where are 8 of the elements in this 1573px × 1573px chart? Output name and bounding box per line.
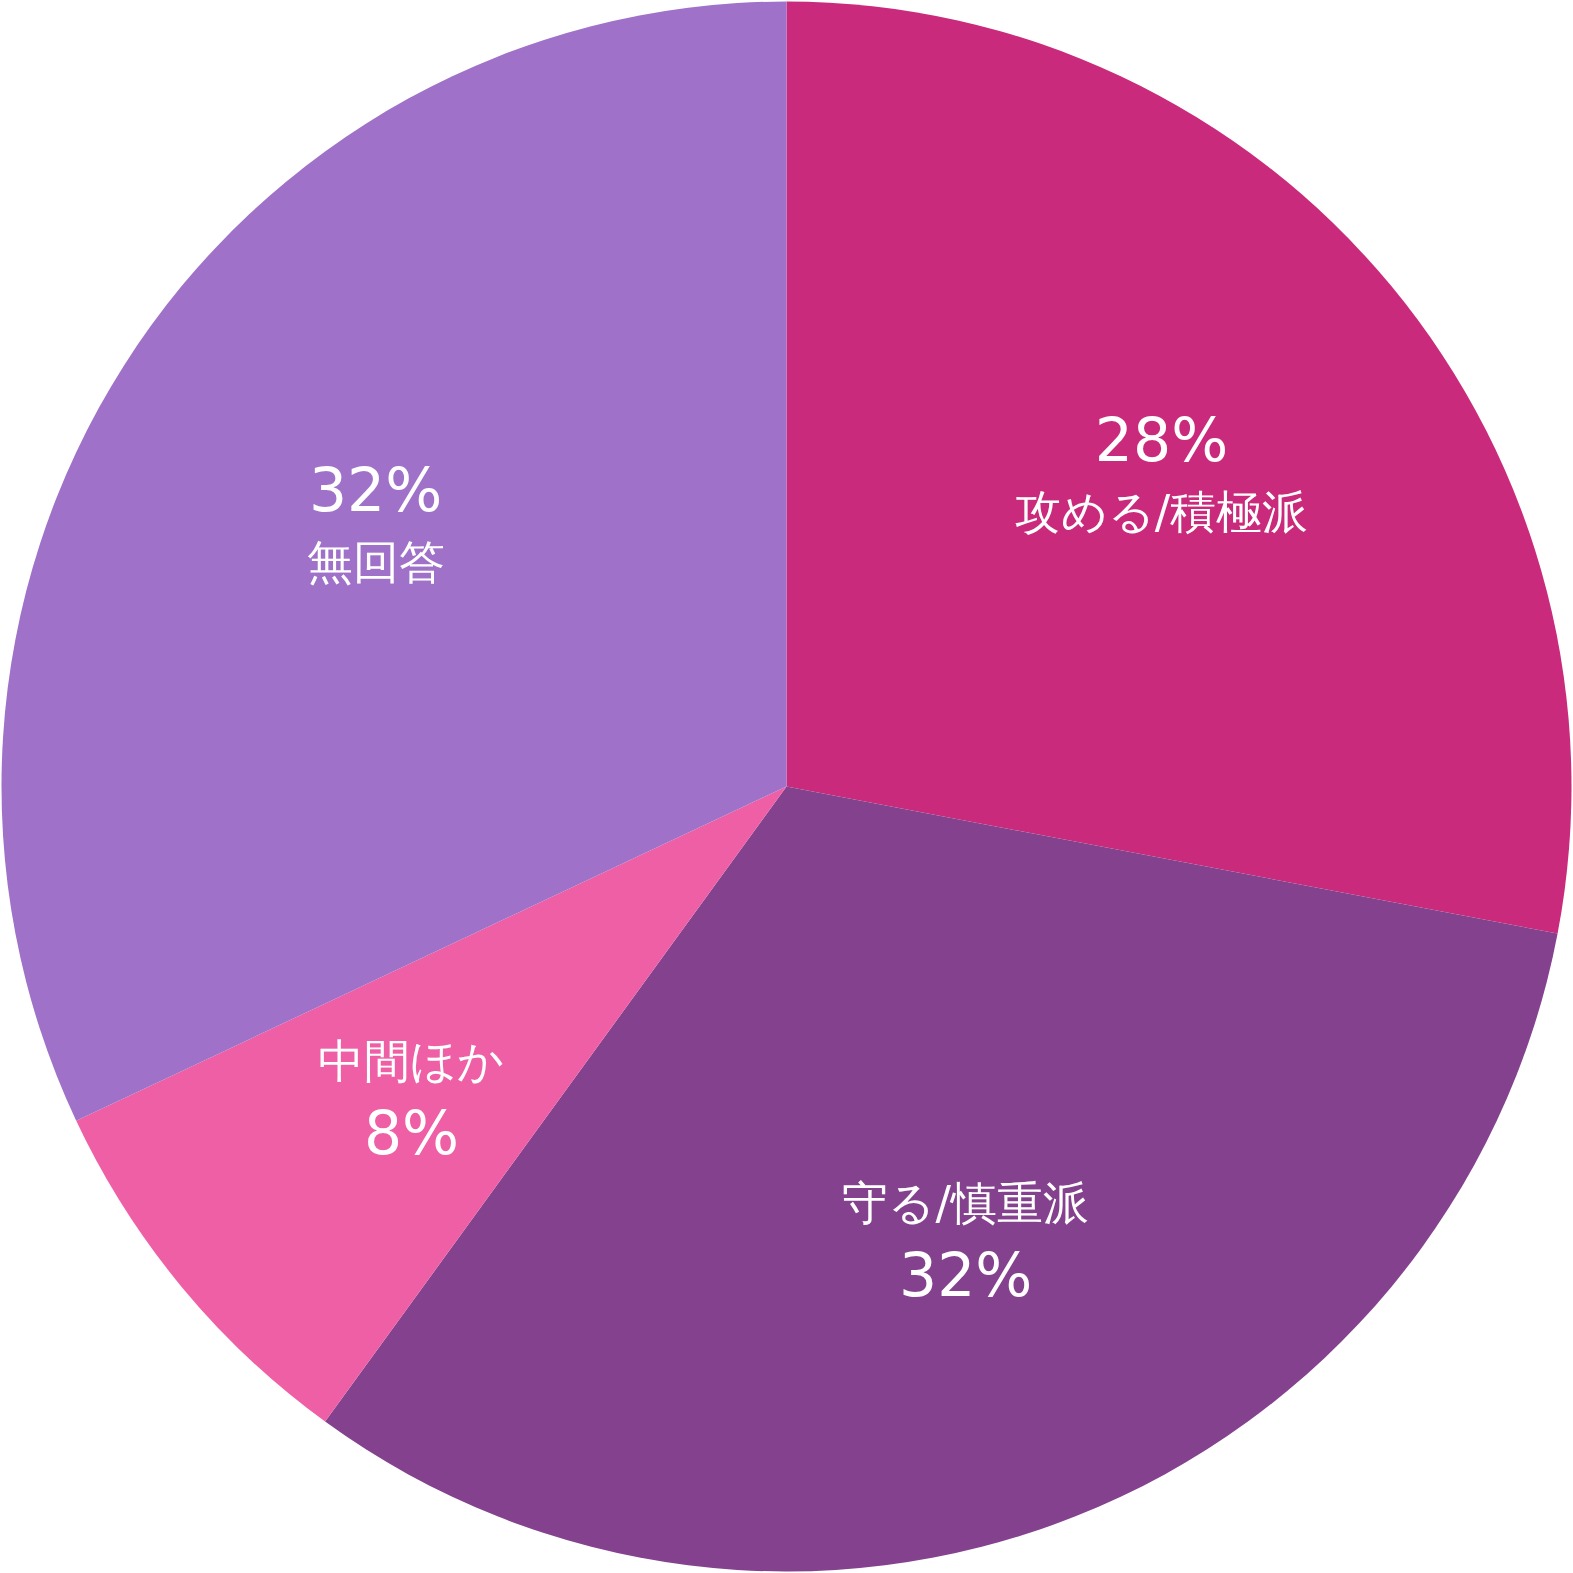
slice-label: 無回答 [306,534,445,589]
slice-label: 中間ほか [318,1033,505,1088]
data-label: 8% [363,1097,460,1168]
slice-label: 守る/慎重派 [842,1176,1089,1231]
data-label: 32% [898,1240,1033,1311]
data-label: 28% [1094,405,1229,476]
slice-label: 攻める/積極派 [1014,485,1309,540]
data-label: 32% [308,454,443,525]
